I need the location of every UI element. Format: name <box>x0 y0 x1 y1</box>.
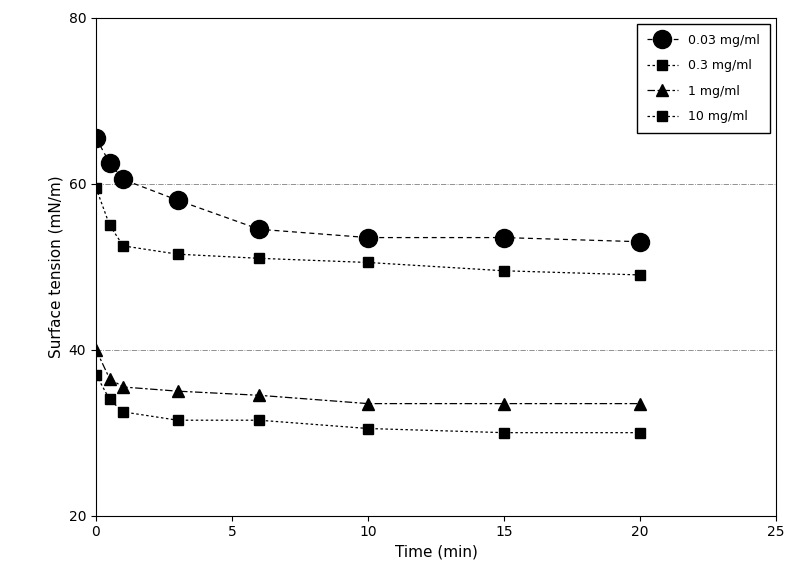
0.03 mg/ml <box>363 234 373 241</box>
1 mg/ml <box>173 388 182 395</box>
1 mg/ml <box>254 392 264 399</box>
0.03 mg/ml <box>499 234 509 241</box>
1 mg/ml <box>499 400 509 407</box>
X-axis label: Time (min): Time (min) <box>394 545 478 560</box>
0.3 mg/ml <box>105 222 114 229</box>
1 mg/ml <box>91 346 101 353</box>
1 mg/ml <box>118 383 128 390</box>
0.3 mg/ml <box>363 259 373 266</box>
0.03 mg/ml <box>105 159 114 166</box>
10 mg/ml <box>91 371 101 378</box>
0.3 mg/ml <box>499 267 509 274</box>
0.3 mg/ml <box>635 271 645 278</box>
1 mg/ml <box>363 400 373 407</box>
Line: 0.3 mg/ml: 0.3 mg/ml <box>91 183 645 280</box>
1 mg/ml <box>635 400 645 407</box>
Line: 1 mg/ml: 1 mg/ml <box>90 344 646 409</box>
0.3 mg/ml <box>173 251 182 258</box>
10 mg/ml <box>254 417 264 424</box>
10 mg/ml <box>173 417 182 424</box>
Y-axis label: Surface tension (mN/m): Surface tension (mN/m) <box>48 175 63 358</box>
0.3 mg/ml <box>91 184 101 191</box>
0.03 mg/ml <box>635 238 645 245</box>
Line: 10 mg/ml: 10 mg/ml <box>91 370 645 438</box>
10 mg/ml <box>105 396 114 403</box>
10 mg/ml <box>499 429 509 436</box>
0.3 mg/ml <box>118 243 128 250</box>
10 mg/ml <box>118 408 128 415</box>
0.3 mg/ml <box>254 255 264 262</box>
10 mg/ml <box>363 425 373 432</box>
1 mg/ml <box>105 375 114 382</box>
10 mg/ml <box>635 429 645 436</box>
0.03 mg/ml <box>118 176 128 183</box>
Line: 0.03 mg/ml: 0.03 mg/ml <box>87 129 649 251</box>
Legend: 0.03 mg/ml, 0.3 mg/ml, 1 mg/ml, 10 mg/ml: 0.03 mg/ml, 0.3 mg/ml, 1 mg/ml, 10 mg/ml <box>637 24 770 134</box>
0.03 mg/ml <box>254 226 264 233</box>
0.03 mg/ml <box>91 134 101 141</box>
0.03 mg/ml <box>173 197 182 204</box>
